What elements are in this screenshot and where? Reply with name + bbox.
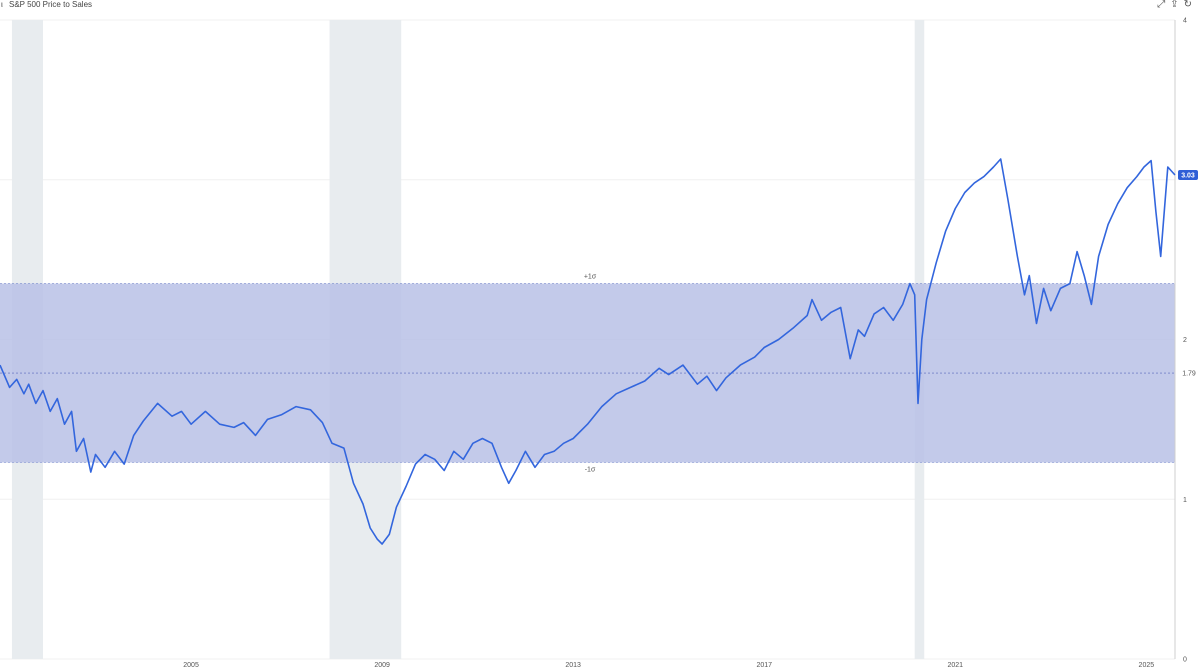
x-tick-label: 2017 [756, 662, 772, 669]
current-value-badge [1178, 169, 1198, 180]
refresh-icon[interactable]: ↻ [1183, 0, 1192, 10]
y-tick-label: 0 [1183, 657, 1187, 664]
x-tick-label: 2025 [1139, 662, 1155, 669]
price-to-sales-line [0, 158, 1176, 545]
chart-header: ι S&P 500 Price to Sales [0, 0, 1200, 12]
share-icon[interactable]: ⇪ [1170, 0, 1179, 10]
expand-icon[interactable]: ⤢ [1157, 0, 1166, 10]
mean-value-label: 1.79 [1182, 371, 1196, 378]
current-value-label: 3.03 [1181, 172, 1195, 179]
sigma-band [0, 283, 1175, 463]
x-tick-label: 2009 [374, 662, 390, 669]
lower-sigma-label: -1σ [585, 467, 596, 474]
y-tick-label: 4 [1183, 18, 1187, 25]
chart-title: S&P 500 Price to Sales [9, 0, 93, 9]
chart-toolbar: ⤢ ⇪ ↻ [1157, 0, 1192, 10]
series-marker: ι [1, 0, 3, 9]
x-tick-label: 2021 [947, 662, 963, 669]
y-tick-label: 2 [1183, 337, 1187, 344]
y-tick-label: 1 [1183, 497, 1187, 504]
x-tick-label: 2005 [183, 662, 199, 669]
upper-sigma-label: +1σ [584, 274, 597, 281]
x-tick-label: 2013 [565, 662, 581, 669]
